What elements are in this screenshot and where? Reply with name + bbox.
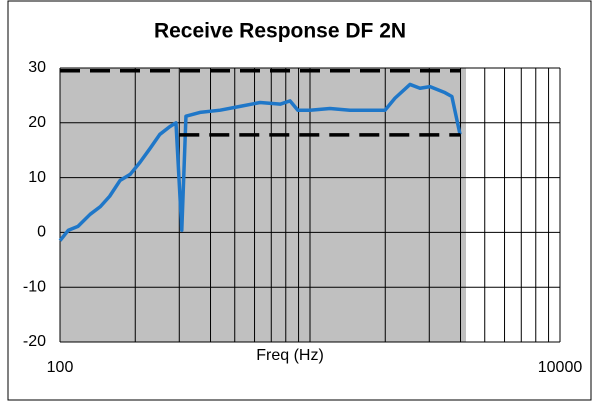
y-tick-label: -20: [23, 333, 46, 350]
y-tick-label: -10: [23, 278, 46, 295]
chart-title: Receive Response DF 2N: [154, 20, 406, 43]
y-tick-label: 0: [37, 224, 46, 241]
x-axis-label: Freq (Hz): [256, 347, 324, 364]
x-tick-label: 10000: [538, 359, 583, 376]
y-tick-label: 20: [28, 114, 46, 131]
response-line: [58, 82, 462, 242]
x-tick-label: 100: [47, 359, 74, 376]
y-tick-label: 10: [28, 169, 46, 186]
plot-area: [60, 68, 466, 342]
y-tick-label: 30: [28, 59, 46, 76]
